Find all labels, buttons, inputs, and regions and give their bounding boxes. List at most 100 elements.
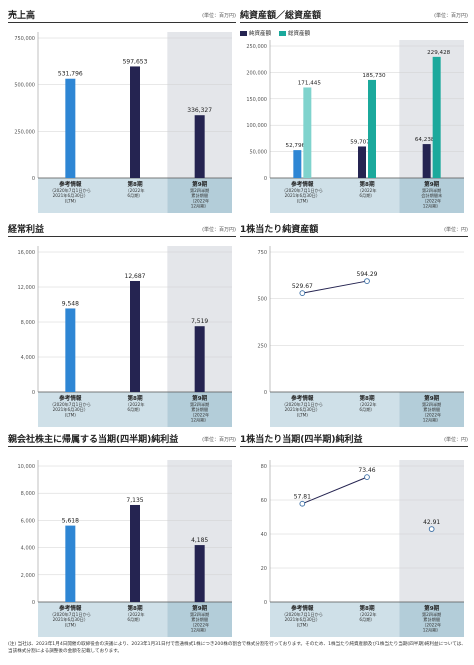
chart-panel-ordinary-income: 経常利益 (単位：百万円) 0 4,000 8,000 12,000 16,000 参考情…: [8, 222, 236, 436]
data-point: [299, 500, 306, 507]
chart-panel-net-income: 親会社株主に帰属する当期(四半期)純利益 (単位：百万円) 0 2,000 4,00…: [8, 432, 236, 646]
data-label: 594.29: [357, 271, 378, 278]
x-category-sublabel: 12月期）: [423, 204, 441, 210]
title-divider: [8, 446, 236, 447]
chart-title: 1株当たり当期(四半期)純利益: [240, 435, 363, 445]
y-tick-label: 2,000: [21, 573, 35, 579]
x-category-sublabel: 12月期）: [191, 418, 209, 424]
data-label: 4,185: [191, 537, 208, 544]
unit-label: (単位：円): [444, 437, 468, 443]
legend-label: 純資産額: [249, 31, 272, 37]
x-category-sublabel: （2022年: [422, 197, 441, 204]
y-tick-label: 60: [261, 498, 267, 504]
x-category-sublabel: 第2四半期: [190, 401, 209, 408]
data-label: 7,519: [191, 318, 208, 325]
chart-panel-bps: 1株当たり純資産額 (単位：円) 0 250 500 750 参考情報 （2020年7月1…: [240, 222, 468, 436]
bar: [293, 150, 302, 178]
y-tick-label: 10,000: [18, 464, 36, 470]
x-category-sublabel: （2022年: [125, 187, 144, 194]
x-category-sublabel: 6月期）: [359, 617, 374, 623]
highlight-column: [399, 40, 464, 178]
net-income-chart: 0 2,000 4,000 6,000 8,000 10,000 参考情報（2020年7月1…: [18, 460, 232, 637]
x-category-sublabel: 第2四半期: [422, 611, 441, 618]
title-divider: [240, 446, 468, 447]
unit-label: (単位：百万円): [202, 227, 236, 233]
y-tick-label: 0: [264, 390, 267, 396]
bar: [65, 525, 76, 602]
data-label: 597,653: [123, 58, 148, 65]
x-category-label: 参考情報: [58, 180, 82, 188]
x-category-label: 第8期: [358, 394, 374, 402]
x-label-band: [270, 602, 400, 637]
y-tick-label: 8,000: [21, 320, 35, 326]
x-category-sublabel: 6月期）: [359, 193, 374, 199]
x-category-sublabel: 6月期）: [127, 407, 142, 413]
x-category-sublabel: 2021年6月30日）: [285, 406, 320, 413]
y-tick-label: 8,000: [21, 491, 35, 497]
x-category-sublabel: （2022年: [125, 611, 144, 618]
x-category-sublabel: 6月期）: [359, 407, 374, 413]
data-label: 5,618: [62, 518, 79, 525]
x-category-sublabel: (LTM): [297, 412, 309, 417]
x-category-label: 参考情報: [290, 604, 314, 612]
x-category-sublabel: (LTM): [65, 412, 77, 417]
chart-title: 1株当たり純資産額: [240, 225, 319, 235]
y-tick-label: 0: [32, 600, 35, 606]
chart-title: 親会社株主に帰属する当期(四半期)純利益: [8, 435, 179, 445]
y-tick-label: 500: [257, 297, 267, 303]
x-label-band-highlight: [167, 392, 232, 427]
y-tick-label: 250: [257, 343, 267, 349]
chart-title: 純資産額／総資産額: [240, 11, 322, 21]
unit-label: (単位：百万円): [202, 437, 236, 443]
x-category-label: 第9期: [191, 394, 207, 402]
x-category-label: 第9期: [423, 394, 439, 402]
y-tick-label: 12,000: [18, 285, 36, 291]
unit-label: (単位：百万円): [202, 13, 236, 19]
y-tick-label: 20: [261, 566, 267, 572]
y-tick-label: 250,000: [246, 44, 267, 50]
x-category-label: 参考情報: [290, 394, 314, 402]
data-label: 59,707: [350, 139, 370, 145]
data-point: [299, 290, 306, 296]
y-tick-label: 150,000: [246, 97, 267, 103]
x-category-sublabel: （2020年7月1日から: [50, 611, 91, 618]
unit-label: (単位：百万円): [434, 13, 468, 19]
legend-label: 総資産額: [288, 31, 311, 37]
bar: [194, 115, 205, 178]
x-category-sublabel: 2021年6月30日）: [53, 406, 88, 413]
title-divider: [8, 236, 236, 237]
y-tick-label: 100,000: [246, 123, 267, 129]
x-category-sublabel: 第2四半期: [190, 187, 209, 194]
unit-label: (単位：円): [444, 227, 468, 233]
data-label: 336,327: [187, 107, 212, 114]
data-label: 531,796: [58, 71, 83, 78]
bar: [194, 326, 205, 392]
title-divider: [8, 22, 236, 23]
x-category-sublabel: （2022年: [357, 187, 376, 194]
x-category-sublabel: （2022年: [190, 411, 209, 418]
x-category-label: 参考情報: [58, 604, 82, 612]
bar: [432, 56, 441, 178]
x-category-sublabel: （2022年: [357, 401, 376, 408]
x-label-band-highlight: [399, 178, 464, 213]
bar: [130, 66, 140, 178]
y-tick-label: 0: [264, 176, 267, 182]
bar: [65, 308, 76, 392]
x-category-label: 参考情報: [290, 180, 314, 188]
bar: [130, 504, 140, 602]
x-category-sublabel: （2022年: [190, 197, 209, 204]
x-category-label: 第9期: [191, 604, 207, 612]
x-label-band-highlight: [167, 602, 232, 637]
x-category-sublabel: (LTM): [297, 622, 309, 627]
x-category-label: 参考情報: [58, 394, 82, 402]
bar: [194, 545, 205, 602]
bps-chart: 0 250 500 750 参考情報（2020年7月1日から2021年6月30日）(LT…: [257, 246, 464, 427]
data-label: 73.46: [358, 467, 375, 474]
chart-legend: 純資産額 総資産額: [240, 29, 310, 37]
x-category-sublabel: 12月期）: [191, 204, 209, 210]
x-category-sublabel: 第2四半期: [422, 187, 441, 194]
data-label: 171,445: [298, 80, 322, 86]
sales-chart: 0 250,000 500,000 750,000 参考情報（2020年7月1日から20…: [14, 32, 232, 213]
x-category-sublabel: 6月期）: [127, 617, 142, 623]
data-label: 229,428: [427, 50, 451, 56]
